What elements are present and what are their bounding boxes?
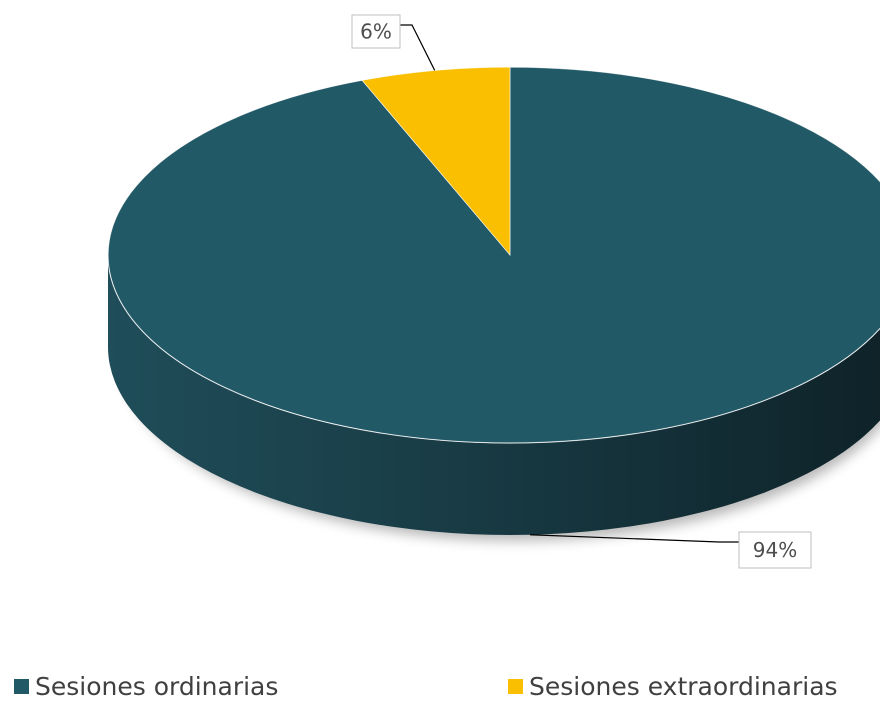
pie-side-sesiones-ordinarias bbox=[108, 255, 880, 535]
legend-swatch-sesiones-extraordinarias bbox=[508, 679, 523, 694]
data-label-leader-sesiones-extraordinarias bbox=[400, 24, 436, 71]
data-label-sesiones-extraordinarias: 6% bbox=[360, 20, 392, 44]
legend-item-sesiones-extraordinarias: Sesiones extraordinarias bbox=[508, 672, 838, 701]
legend: Sesiones ordinarias Sesiones extraordina… bbox=[0, 672, 880, 704]
legend-label-sesiones-extraordinarias: Sesiones extraordinarias bbox=[529, 672, 838, 701]
pie-rim bbox=[107, 66, 880, 444]
legend-swatch-sesiones-ordinarias bbox=[14, 679, 29, 694]
data-label-box-sesiones-extraordinarias bbox=[351, 14, 401, 49]
data-label-box-sesiones-ordinarias bbox=[738, 531, 812, 569]
legend-item-sesiones-ordinarias: Sesiones ordinarias bbox=[14, 672, 278, 701]
legend-label-sesiones-ordinarias: Sesiones ordinarias bbox=[35, 672, 279, 701]
data-label-sesiones-ordinarias: 94% bbox=[753, 538, 797, 562]
data-label-leader-sesiones-ordinarias bbox=[530, 534, 739, 543]
